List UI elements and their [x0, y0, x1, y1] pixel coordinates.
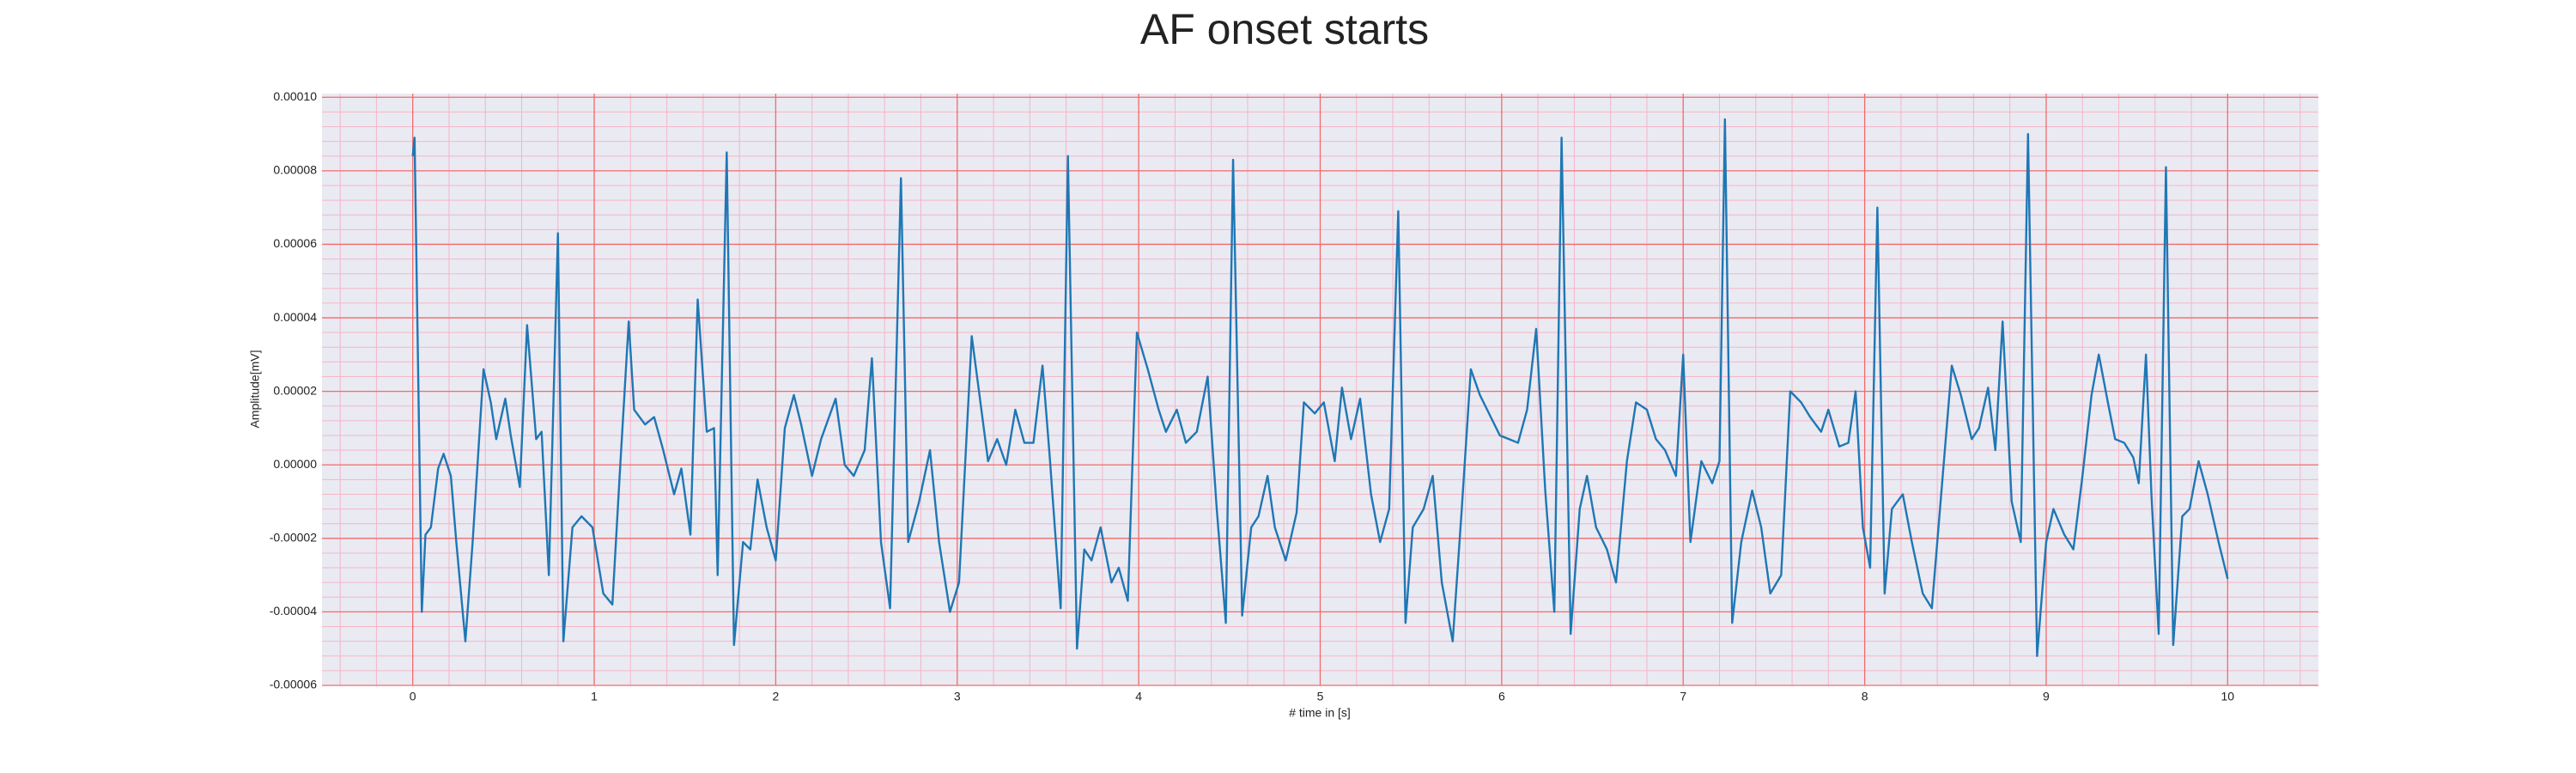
x-axis-label: # time in [s]: [1289, 706, 1351, 720]
x-tick-label: 5: [1317, 690, 1324, 703]
x-tick-label: 7: [1680, 690, 1686, 703]
x-tick-label: 1: [591, 690, 598, 703]
x-tick-label: 9: [2043, 690, 2050, 703]
y-tick-label: -0.00006: [270, 678, 317, 691]
x-tick-label: 2: [773, 690, 780, 703]
y-tick-label: -0.00004: [270, 604, 317, 618]
y-axis-label: Amplitude[mV]: [248, 350, 262, 428]
y-tick-label: 0.00010: [273, 89, 317, 103]
y-tick-label: 0.00008: [273, 163, 317, 177]
y-tick-label: 0.00006: [273, 236, 317, 250]
y-tick-label: 0.00004: [273, 310, 317, 324]
x-tick-label: 4: [1135, 690, 1142, 703]
signal-line: [411, 118, 2229, 657]
x-tick-label: 6: [1498, 690, 1505, 703]
y-tick-label: 0.00002: [273, 383, 317, 397]
y-tick-label: 0.00000: [273, 457, 317, 471]
x-tick-label: 10: [2221, 690, 2235, 703]
chart-title: AF onset starts: [1140, 5, 1429, 53]
x-tick-label: 3: [954, 690, 961, 703]
x-tick-label: 0: [410, 690, 416, 703]
y-tick-label: -0.00002: [270, 531, 317, 545]
x-tick-label: 8: [1862, 690, 1868, 703]
